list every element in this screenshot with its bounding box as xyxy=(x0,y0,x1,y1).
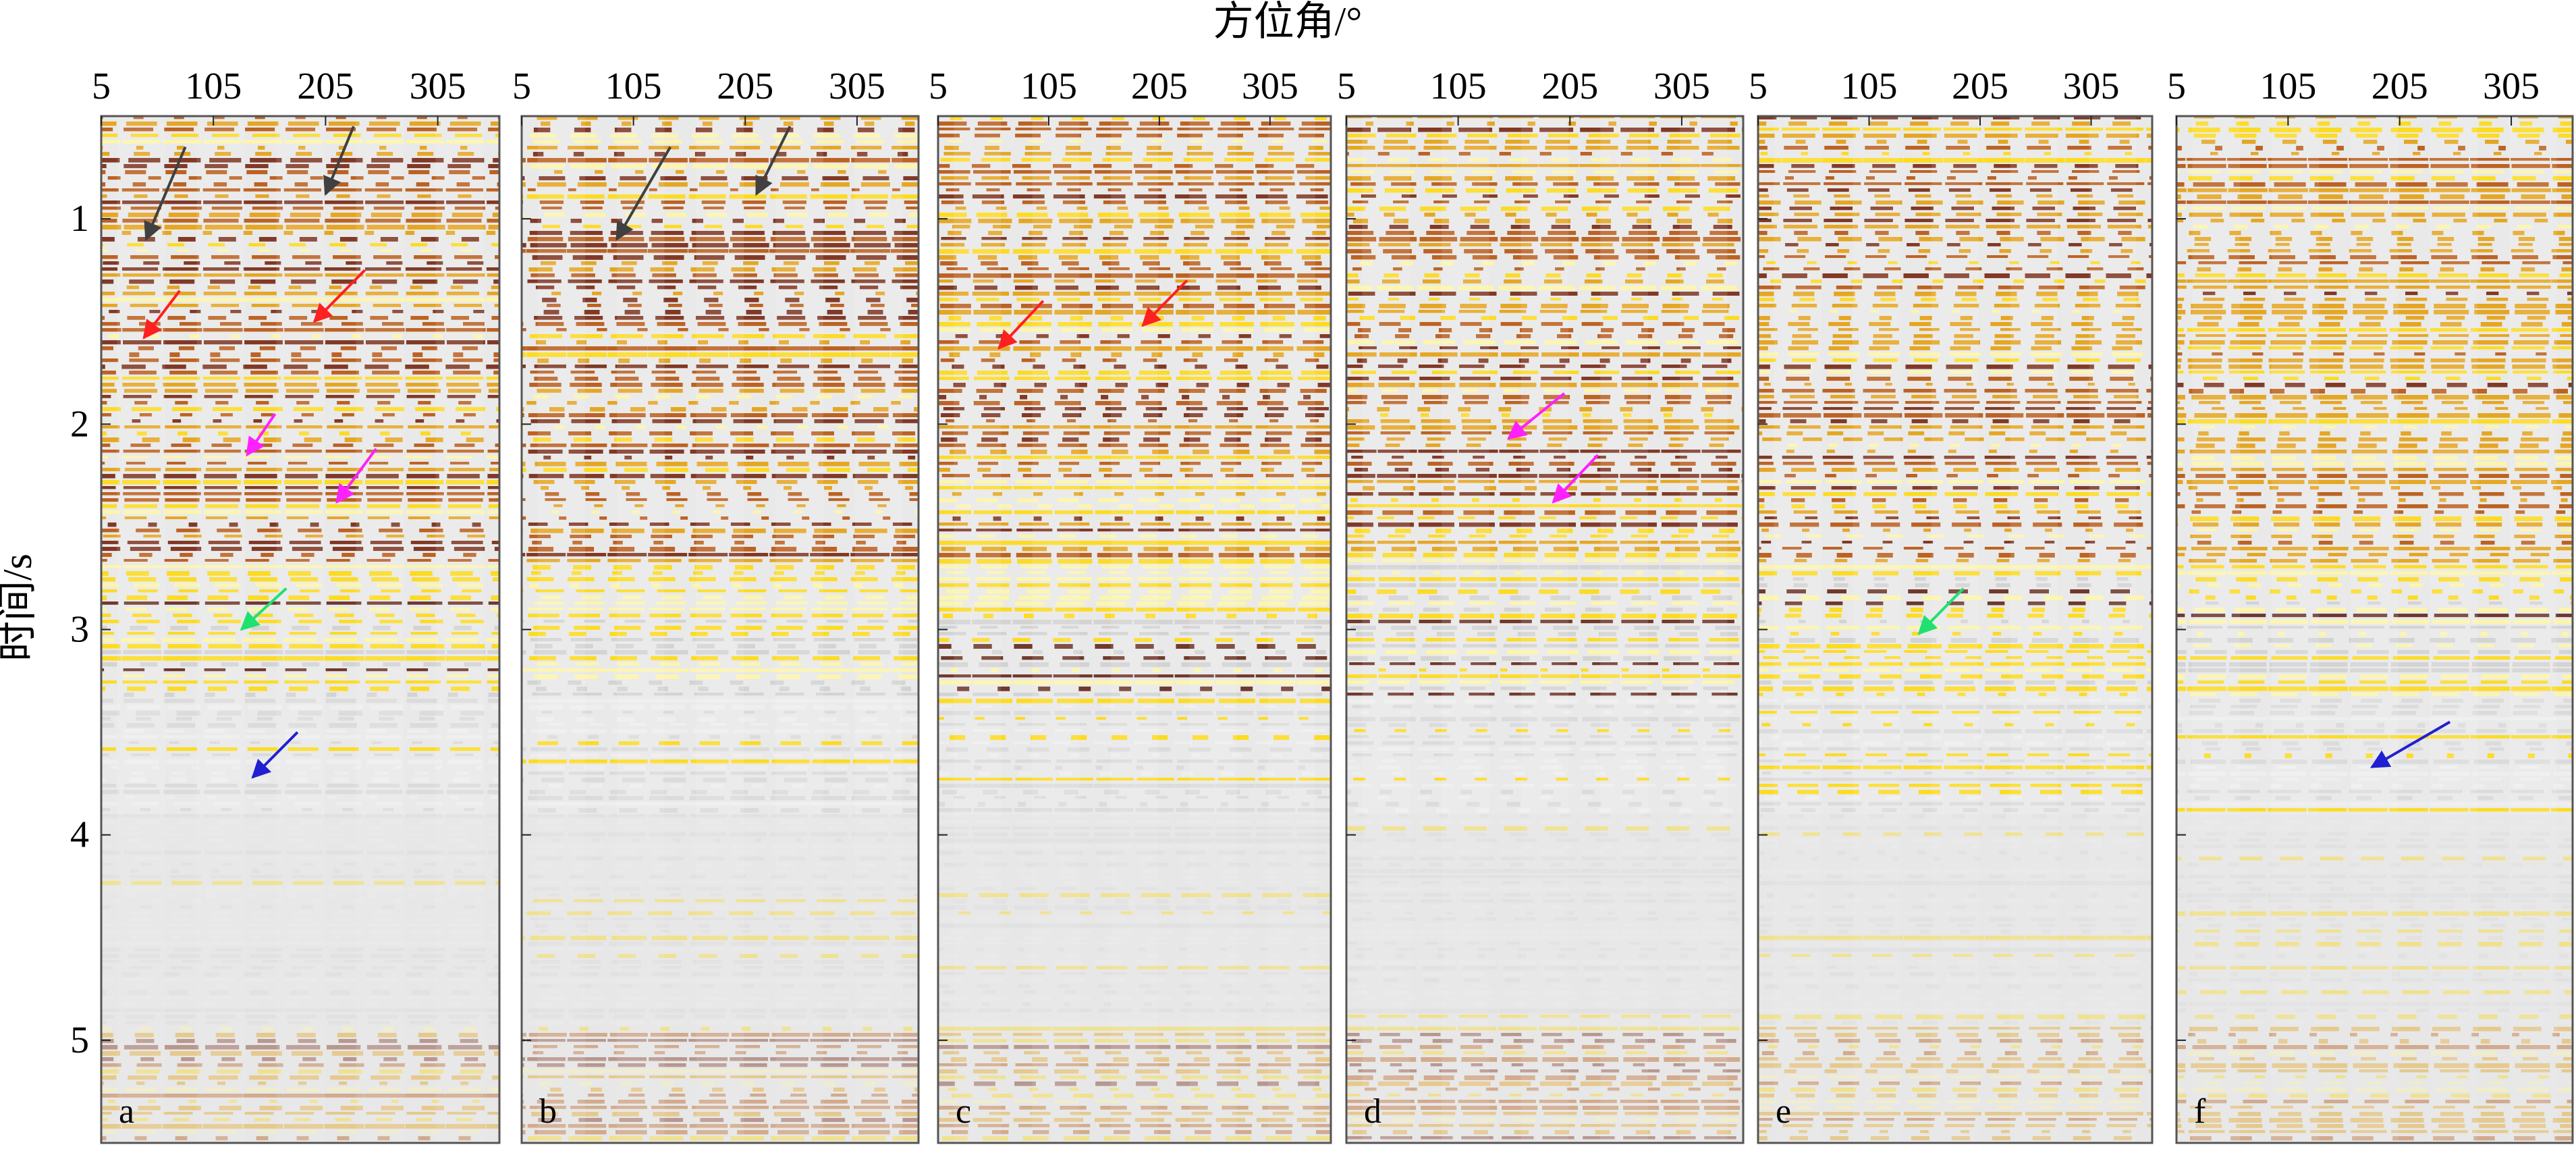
y-axis-title: 时间/s xyxy=(0,554,40,662)
annotation-arrow xyxy=(246,412,277,457)
x-tick-label: 105 xyxy=(1430,65,1487,107)
panel-letter: b xyxy=(539,1092,557,1131)
annotation-arrow xyxy=(323,126,355,196)
annotation-arrow xyxy=(144,146,187,242)
panel-letter: c xyxy=(956,1092,971,1131)
annotation-arrow xyxy=(142,290,181,340)
x-tick-label: 5 xyxy=(1749,65,1767,107)
lower-fade xyxy=(101,814,499,1143)
annotation-arrow xyxy=(615,146,672,241)
lower-fade xyxy=(938,814,1331,1143)
x-tick-label: 105 xyxy=(185,65,242,107)
annotation-arrow xyxy=(2369,720,2451,769)
panel-letter: a xyxy=(119,1092,134,1131)
annotation-arrow xyxy=(1552,454,1599,504)
annotation-arrow xyxy=(240,587,287,631)
x-tick-label: 5 xyxy=(2167,65,2186,107)
x-tick-label: 305 xyxy=(829,65,885,107)
panel-letter: d xyxy=(1364,1092,1381,1131)
x-tick-label: 305 xyxy=(2483,65,2540,107)
panel-e: 5 105 205 305 e xyxy=(1749,65,2154,1144)
annotation-arrow xyxy=(335,448,377,504)
x-tick-label: 5 xyxy=(512,65,531,107)
annotation-arrow xyxy=(755,126,792,196)
x-tick-label: 205 xyxy=(1541,65,1598,107)
panel-d: 5 105 205 305 d xyxy=(1337,65,1745,1144)
panel-c: 5 105 205 305 c xyxy=(929,65,1332,1144)
x-tick-label: 205 xyxy=(1952,65,2008,107)
x-tick-label: 105 xyxy=(605,65,662,107)
panel-letter: e xyxy=(1776,1092,1791,1131)
panel-f: 5 105 205 305 f xyxy=(2167,65,2574,1144)
y-tick-label: 1 xyxy=(70,198,89,240)
lower-fade xyxy=(522,814,919,1143)
annotation-arrow xyxy=(251,731,299,779)
x-tick-label: 205 xyxy=(2372,65,2428,107)
x-tick-label: 5 xyxy=(92,65,111,107)
panel-letter: f xyxy=(2194,1092,2206,1131)
x-tick-label: 305 xyxy=(1653,65,1710,107)
x-tick-label: 305 xyxy=(410,65,466,107)
x-tick-label: 305 xyxy=(1242,65,1298,107)
annotation-arrow xyxy=(1506,392,1566,440)
x-tick-label: 105 xyxy=(1841,65,1898,107)
lower-fade xyxy=(1346,814,1743,1143)
y-tick-label: 5 xyxy=(70,1019,89,1061)
panel-b: 5 105 205 305 b xyxy=(512,65,920,1144)
x-tick-label: 305 xyxy=(2063,65,2120,107)
lower-fade xyxy=(2176,814,2573,1143)
x-tick-label: 105 xyxy=(2259,65,2316,107)
y-tick-label: 4 xyxy=(70,814,89,856)
x-tick-label: 205 xyxy=(717,65,773,107)
x-axis-title: 方位角/° xyxy=(1213,0,1363,44)
annotation-arrow xyxy=(312,269,366,323)
x-tick-label: 205 xyxy=(297,65,354,107)
x-tick-label: 5 xyxy=(929,65,948,107)
x-tick-label: 105 xyxy=(1020,65,1077,107)
annotation-arrow xyxy=(1917,587,1965,635)
annotation-arrow xyxy=(1141,279,1188,327)
annotation-arrow xyxy=(997,300,1045,350)
y-tick-label: 2 xyxy=(70,403,89,445)
lower-fade xyxy=(1758,814,2152,1143)
y-tick-label: 3 xyxy=(70,609,89,651)
x-tick-label: 205 xyxy=(1131,65,1188,107)
x-tick-label: 5 xyxy=(1337,65,1356,107)
